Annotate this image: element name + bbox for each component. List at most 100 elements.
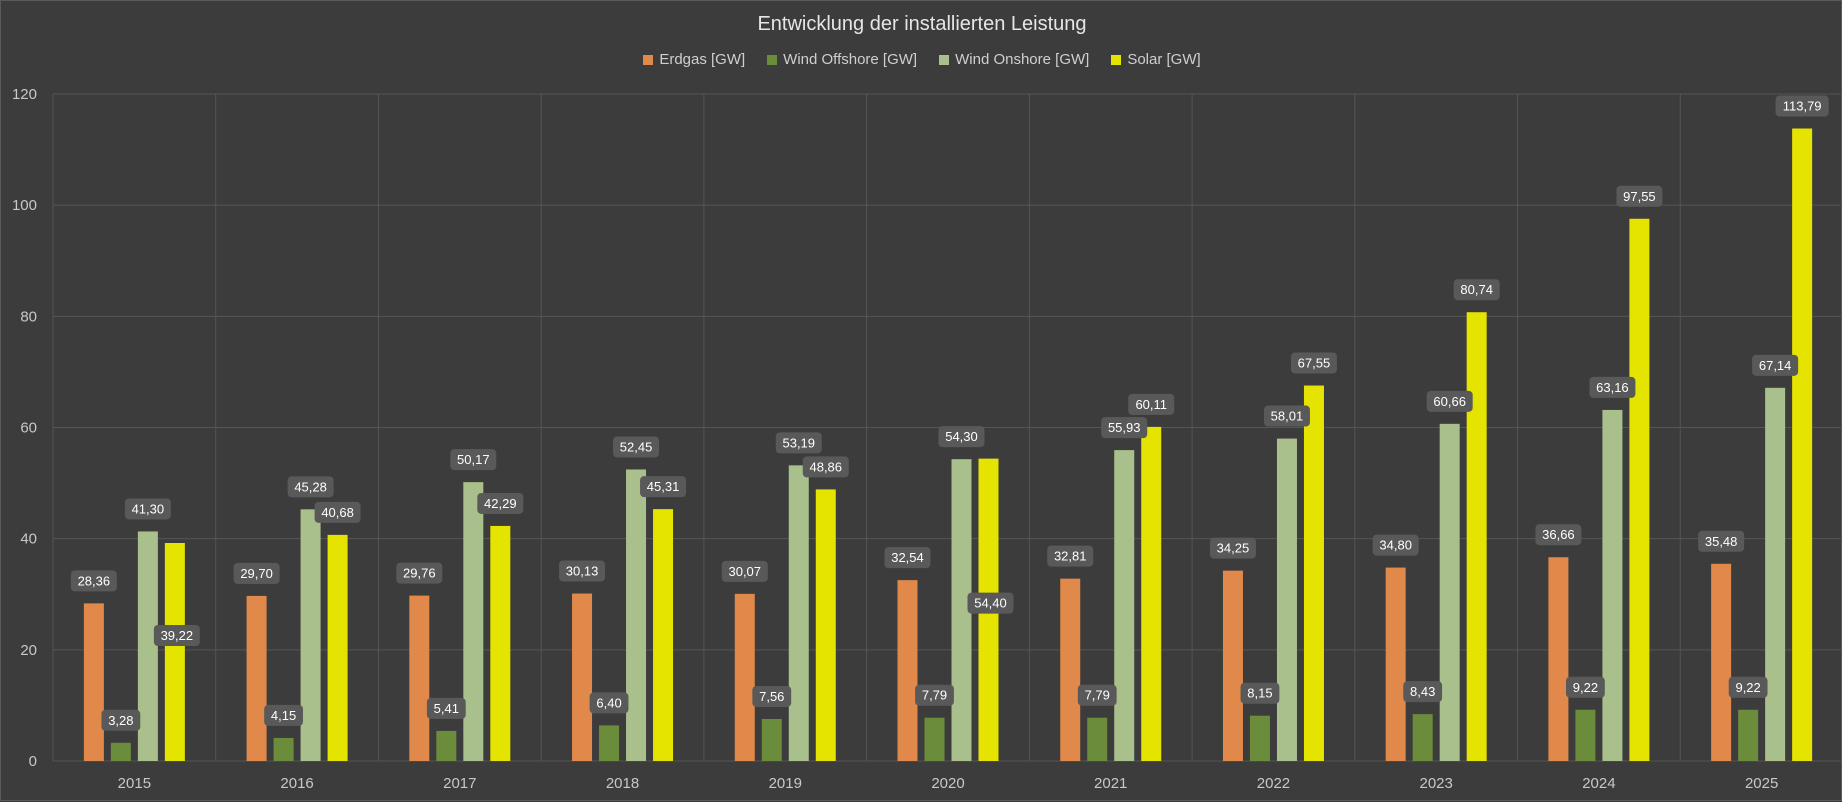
data-label-erdgas-2023: 34,80: [1379, 538, 1412, 553]
data-label-bg: [233, 562, 280, 584]
data-label-bg: [1263, 405, 1310, 427]
bar-wind-offshore-2018: [599, 725, 620, 761]
data-label-bg: [613, 436, 660, 458]
data-label-bg: [1128, 393, 1175, 415]
data-label-wind-onshore-2020: 54,30: [945, 429, 978, 444]
data-label-bg: [938, 426, 985, 448]
x-tick-label-2015: 2015: [118, 775, 151, 792]
chart-title: Entwicklung der installierten Leistung: [757, 13, 1087, 35]
bar-erdgas-2022: [1222, 570, 1243, 761]
data-label-erdgas-2016: 29,70: [240, 566, 273, 581]
data-label-bg: [721, 560, 768, 582]
data-label-erdgas-2019: 30,07: [728, 564, 761, 579]
data-label-wind-offshore-2021: 7,79: [1085, 688, 1110, 703]
data-label-wind-onshore-2018: 52,45: [620, 439, 653, 454]
data-label-bg: [775, 432, 822, 454]
data-label-bg: [1077, 684, 1117, 706]
legend-swatch-wind-onshore: [939, 54, 950, 65]
data-label-wind-offshore-2018: 6,40: [596, 695, 621, 710]
data-label-wind-offshore-2025: 9,22: [1735, 680, 1760, 695]
data-label-bg: [314, 501, 361, 523]
x-tick-label-2016: 2016: [280, 775, 313, 792]
bar-wind-offshore-2025: [1738, 709, 1759, 761]
data-label-bg: [1372, 534, 1419, 556]
data-label-solar-2023: 80,74: [1460, 282, 1493, 297]
data-label-bg: [1047, 545, 1094, 567]
bar-wind-onshore-2017: [463, 482, 484, 761]
y-tick-label: 100: [12, 197, 37, 214]
legend-item-erdgas: Erdgas [GW]: [643, 51, 745, 68]
bar-solar-2016: [327, 534, 348, 761]
bar-wind-offshore-2017: [436, 730, 457, 761]
bar-erdgas-2015: [83, 603, 104, 761]
data-label-bg: [426, 697, 466, 719]
data-label-wind-offshore-2019: 7,56: [759, 689, 784, 704]
bar-wind-onshore-2025: [1765, 387, 1786, 761]
data-label-solar-2025: 113,79: [1783, 99, 1822, 114]
data-label-bg: [884, 547, 931, 569]
y-tick-label: 60: [20, 420, 37, 437]
bar-erdgas-2020: [897, 580, 918, 761]
bar-wind-offshore-2022: [1249, 715, 1270, 761]
data-label-erdgas-2015: 28,36: [78, 573, 111, 588]
data-label-bg: [153, 625, 200, 647]
legend: Erdgas [GW] Wind Offshore [GW] Wind Onsh…: [1, 51, 1842, 68]
data-label-wind-onshore-2021: 55,93: [1108, 420, 1141, 435]
data-label-wind-onshore-2024: 63,16: [1596, 380, 1629, 395]
bar-wind-onshore-2016: [300, 509, 321, 761]
data-label-wind-onshore-2023: 60,66: [1433, 394, 1466, 409]
x-tick-label-2018: 2018: [606, 775, 639, 792]
x-tick-label-2020: 2020: [931, 775, 964, 792]
data-label-bg: [477, 492, 524, 514]
data-label-bg: [967, 592, 1014, 614]
data-label-wind-onshore-2016: 45,28: [294, 479, 327, 494]
data-label-bg: [1698, 530, 1745, 552]
bar-wind-onshore-2024: [1602, 409, 1623, 761]
bar-solar-2025: [1792, 128, 1813, 762]
data-label-solar-2022: 67,55: [1298, 356, 1331, 371]
legend-label-solar: Solar [GW]: [1127, 51, 1201, 68]
bar-erdgas-2019: [734, 593, 755, 761]
x-tick-label-2021: 2021: [1094, 775, 1127, 792]
data-label-erdgas-2020: 32,54: [891, 550, 924, 565]
bar-erdgas-2024: [1548, 557, 1569, 761]
data-label-wind-onshore-2019: 53,19: [782, 435, 815, 450]
legend-swatch-erdgas: [643, 54, 654, 65]
data-label-wind-offshore-2022: 8,15: [1247, 686, 1272, 701]
x-tick-label-2025: 2025: [1745, 775, 1778, 792]
data-label-erdgas-2021: 32,81: [1054, 549, 1087, 564]
bar-solar-2017: [490, 525, 511, 761]
x-tick-label-2024: 2024: [1582, 775, 1615, 792]
legend-item-wind-offshore: Wind Offshore [GW]: [767, 51, 917, 68]
data-label-wind-offshore-2017: 5,41: [434, 701, 459, 716]
bar-solar-2022: [1303, 385, 1324, 761]
bar-wind-offshore-2016: [273, 737, 294, 761]
y-tick-label: 0: [29, 753, 37, 770]
data-label-bg: [396, 562, 443, 584]
data-label-wind-onshore-2015: 41,30: [132, 501, 165, 516]
bar-wind-offshore-2021: [1087, 717, 1108, 761]
bar-solar-2018: [653, 509, 674, 761]
data-label-solar-2021: 60,11: [1135, 397, 1167, 412]
data-label-bg: [1101, 417, 1148, 439]
data-label-bg: [1752, 354, 1799, 376]
data-label-bg: [1775, 95, 1829, 117]
data-label-bg: [70, 570, 117, 592]
data-label-bg: [1403, 681, 1443, 703]
bar-solar-2021: [1141, 426, 1162, 761]
data-label-bg: [1426, 390, 1473, 412]
data-label-bg: [802, 456, 849, 478]
data-label-wind-onshore-2017: 50,17: [457, 452, 490, 467]
data-label-solar-2016: 40,68: [321, 505, 354, 520]
data-label-bg: [124, 498, 171, 520]
data-label-erdgas-2017: 29,76: [403, 566, 436, 581]
data-label-bg: [1535, 524, 1582, 546]
data-label-bg: [589, 692, 629, 714]
legend-item-solar: Solar [GW]: [1111, 51, 1201, 68]
bar-wind-offshore-2019: [761, 718, 782, 761]
data-label-wind-offshore-2015: 3,28: [108, 713, 133, 728]
bar-wind-onshore-2019: [788, 465, 809, 761]
data-label-solar-2019: 48,86: [809, 459, 842, 474]
